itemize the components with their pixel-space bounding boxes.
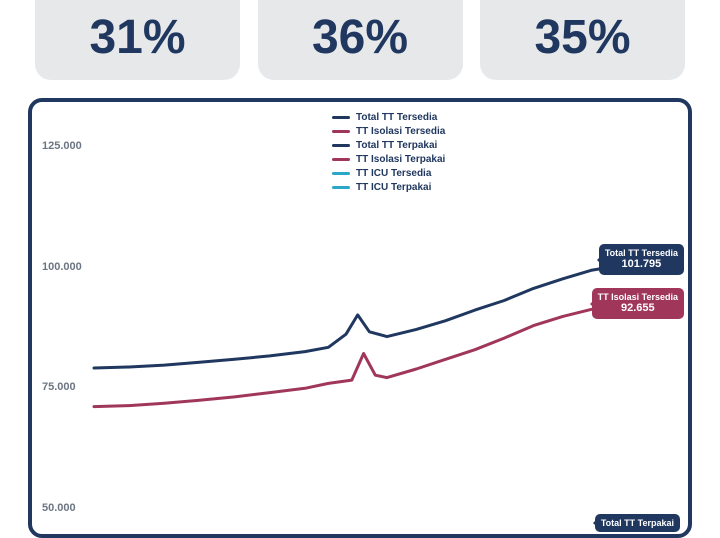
stat-card: 31% — [35, 0, 240, 80]
stat-card-value: 35% — [534, 10, 630, 65]
stat-card-value: 31% — [89, 10, 185, 65]
y-tick-label: 125.000 — [42, 140, 82, 152]
series-line — [94, 302, 680, 407]
chart-plot — [32, 102, 688, 534]
stat-cards-row: 31% 36% 35% — [0, 0, 720, 80]
y-tick-label: 100.000 — [42, 261, 82, 273]
stat-card: 36% — [258, 0, 463, 80]
chart-callout: TT Isolasi Tersedia92.655 — [592, 288, 684, 319]
chart-callout: Total TT Tersedia101.795 — [599, 244, 684, 275]
callout-value: 92.655 — [598, 302, 678, 315]
callout-value: 101.795 — [605, 258, 678, 271]
chart-callout: Total TT Terpakai — [595, 514, 680, 532]
y-tick-label: 75.000 — [42, 381, 76, 393]
callout-title: TT Isolasi Tersedia — [598, 292, 678, 302]
y-tick-label: 50.000 — [42, 502, 76, 514]
chart-inner: Total TT Tersedia TT Isolasi Tersedia Tota… — [32, 102, 688, 534]
callout-title: Total TT Terpakai — [601, 518, 674, 528]
callout-title: Total TT Tersedia — [605, 248, 678, 258]
stat-card-value: 36% — [312, 10, 408, 65]
chart-panel: Total TT Tersedia TT Isolasi Tersedia Tota… — [28, 98, 692, 538]
stat-card: 35% — [480, 0, 685, 80]
